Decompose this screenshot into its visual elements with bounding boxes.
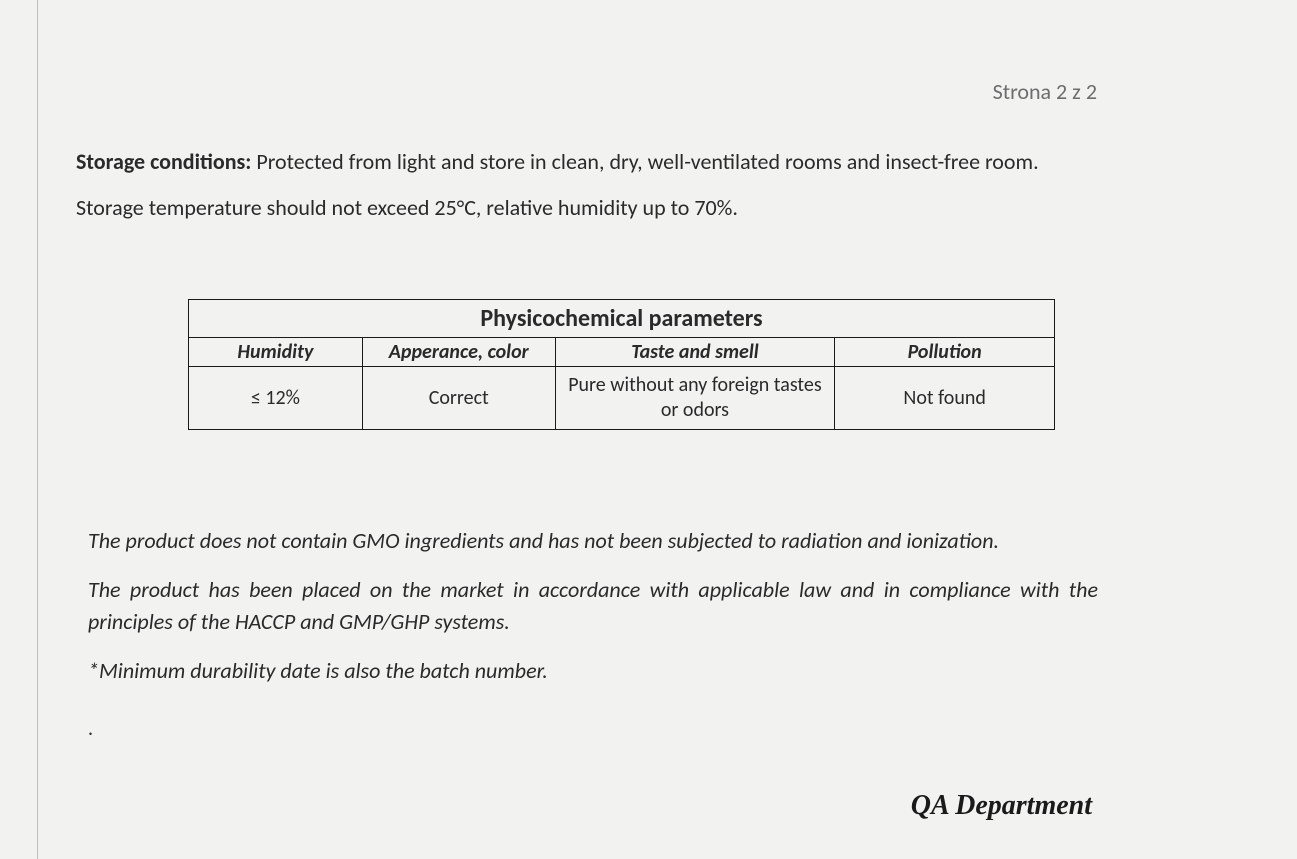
note-batch: *Minimum durability date is also the bat… <box>88 655 1098 687</box>
cell-taste: Pure without any foreign tastes or odors <box>555 367 835 430</box>
storage-conditions-line2: Storage temperature should not exceed 25… <box>76 191 1176 224</box>
document-content: Storage conditions: Protected from light… <box>76 145 1176 741</box>
cell-humidity: ≤ 12% <box>189 367 363 430</box>
table-row: ≤ 12% Correct Pure without any foreign t… <box>189 367 1055 430</box>
storage-conditions-line1: Storage conditions: Protected from light… <box>76 145 1176 178</box>
table-header-appearance: Apperance, color <box>362 338 555 367</box>
table-header-taste: Taste and smell <box>555 338 835 367</box>
note-gmo: The product does not contain GMO ingredi… <box>88 525 1098 557</box>
left-margin-border <box>0 0 38 859</box>
table-title: Physicochemical parameters <box>189 300 1055 338</box>
storage-label: Storage conditions: <box>76 148 251 175</box>
cell-pollution: Not found <box>835 367 1055 430</box>
qa-signature: QA Department <box>911 790 1092 822</box>
page-number: Strona 2 z 2 <box>993 78 1097 105</box>
parameters-table-wrap: Physicochemical parameters Humidity Appe… <box>188 299 1055 430</box>
parameters-table: Physicochemical parameters Humidity Appe… <box>188 299 1055 430</box>
storage-text-1: Protected from light and store in clean,… <box>251 148 1038 175</box>
table-header-pollution: Pollution <box>835 338 1055 367</box>
cell-appearance: Correct <box>362 367 555 430</box>
notes-section: The product does not contain GMO ingredi… <box>88 525 1098 741</box>
note-haccp: The product has been placed on the marke… <box>88 574 1098 638</box>
stray-dot: . <box>88 717 1098 741</box>
table-header-humidity: Humidity <box>189 338 363 367</box>
